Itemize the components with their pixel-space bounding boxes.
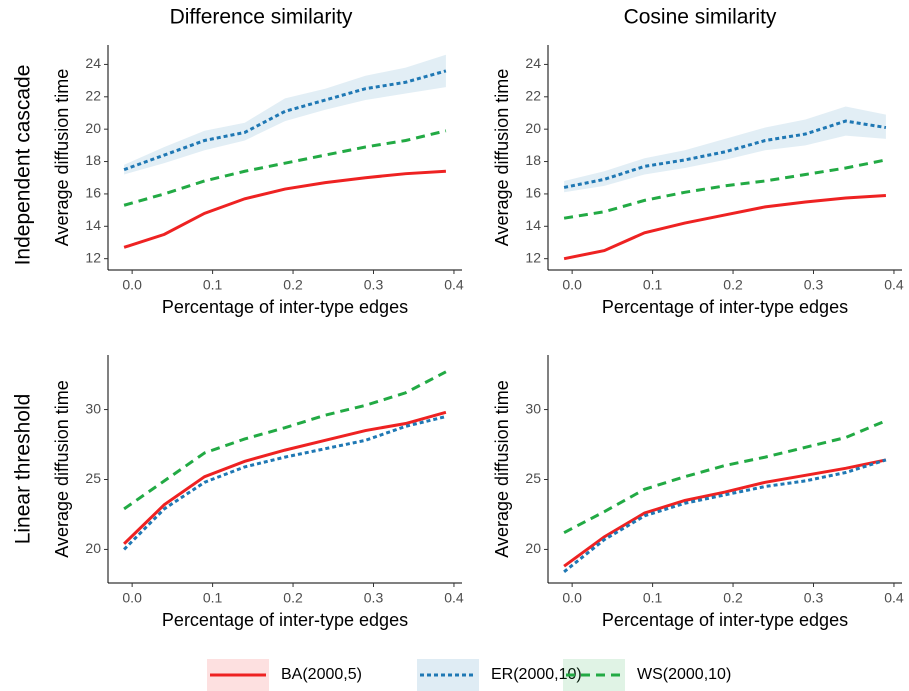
- x-tick-label: 0.0: [562, 277, 582, 293]
- series-line: [563, 194, 886, 261]
- row-title: Independent cascade: [12, 65, 35, 266]
- confidence-band: [564, 106, 886, 193]
- x-axis-label: Percentage of inter-type edges: [162, 610, 408, 630]
- y-tick-label: 14: [85, 217, 101, 233]
- column-title: Cosine similarity: [624, 6, 777, 29]
- series-line: [123, 129, 447, 207]
- row-title: Linear threshold: [12, 394, 35, 545]
- x-tick-label: 0.1: [203, 590, 223, 606]
- y-tick-label: 20: [525, 120, 541, 136]
- y-axis-label: Average diffusion time: [492, 380, 512, 557]
- x-axis-label: Percentage of inter-type edges: [162, 297, 408, 317]
- x-tick-label: 0.1: [203, 277, 223, 293]
- series-line: [563, 419, 887, 534]
- y-tick-label: 22: [85, 88, 101, 104]
- y-axis-label: Average diffusion time: [492, 69, 512, 246]
- y-tick-label: 25: [525, 470, 541, 486]
- series-line: [123, 69, 447, 172]
- y-tick-label: 30: [525, 400, 541, 416]
- y-tick-label: 18: [525, 152, 541, 168]
- y-tick-label: 20: [85, 120, 101, 136]
- x-tick-label: 0.3: [364, 590, 384, 606]
- series-line: [563, 119, 887, 189]
- y-tick-label: 12: [525, 249, 541, 265]
- y-axis-label: Average diffusion time: [52, 69, 72, 246]
- x-tick-label: 0.4: [884, 590, 904, 606]
- legend-label: BA(2000,5): [281, 666, 362, 683]
- y-tick-label: 16: [85, 185, 101, 201]
- y-tick-label: 24: [85, 55, 101, 71]
- x-tick-label: 0.2: [283, 590, 303, 606]
- y-tick-label: 30: [85, 400, 101, 416]
- y-tick-label: 24: [525, 55, 541, 71]
- x-tick-label: 0.1: [643, 590, 663, 606]
- x-tick-label: 0.3: [804, 590, 824, 606]
- x-tick-label: 0.3: [804, 277, 824, 293]
- series-line: [123, 410, 447, 545]
- x-tick-label: 0.2: [723, 277, 743, 293]
- y-tick-label: 22: [525, 88, 541, 104]
- y-tick-label: 14: [525, 217, 541, 233]
- legend-label: WS(2000,10): [637, 666, 731, 683]
- x-tick-label: 0.2: [283, 277, 303, 293]
- series-line: [563, 158, 887, 220]
- y-tick-label: 20: [525, 540, 541, 556]
- x-axis-label: Percentage of inter-type edges: [602, 297, 848, 317]
- x-tick-label: 0.4: [884, 277, 904, 293]
- x-tick-label: 0.4: [444, 277, 464, 293]
- y-tick-label: 20: [85, 540, 101, 556]
- series-line: [123, 415, 447, 551]
- column-title: Difference similarity: [170, 6, 353, 29]
- x-tick-label: 0.4: [444, 590, 464, 606]
- series-line: [123, 169, 446, 249]
- x-axis-label: Percentage of inter-type edges: [602, 610, 848, 630]
- x-tick-label: 0.3: [364, 277, 384, 293]
- x-tick-label: 0.1: [643, 277, 663, 293]
- x-tick-label: 0.0: [122, 590, 142, 606]
- series-line: [563, 458, 887, 573]
- y-axis-label: Average diffusion time: [52, 380, 72, 557]
- y-tick-label: 12: [85, 249, 101, 265]
- legend-label: ER(2000,10): [491, 666, 582, 683]
- x-tick-label: 0.2: [723, 590, 743, 606]
- y-tick-label: 18: [85, 152, 101, 168]
- x-tick-label: 0.0: [562, 590, 582, 606]
- confidence-band: [124, 54, 446, 175]
- y-tick-label: 16: [525, 185, 541, 201]
- x-tick-label: 0.0: [122, 277, 142, 293]
- series-line: [123, 370, 447, 511]
- y-tick-label: 25: [85, 470, 101, 486]
- series-line: [563, 458, 887, 568]
